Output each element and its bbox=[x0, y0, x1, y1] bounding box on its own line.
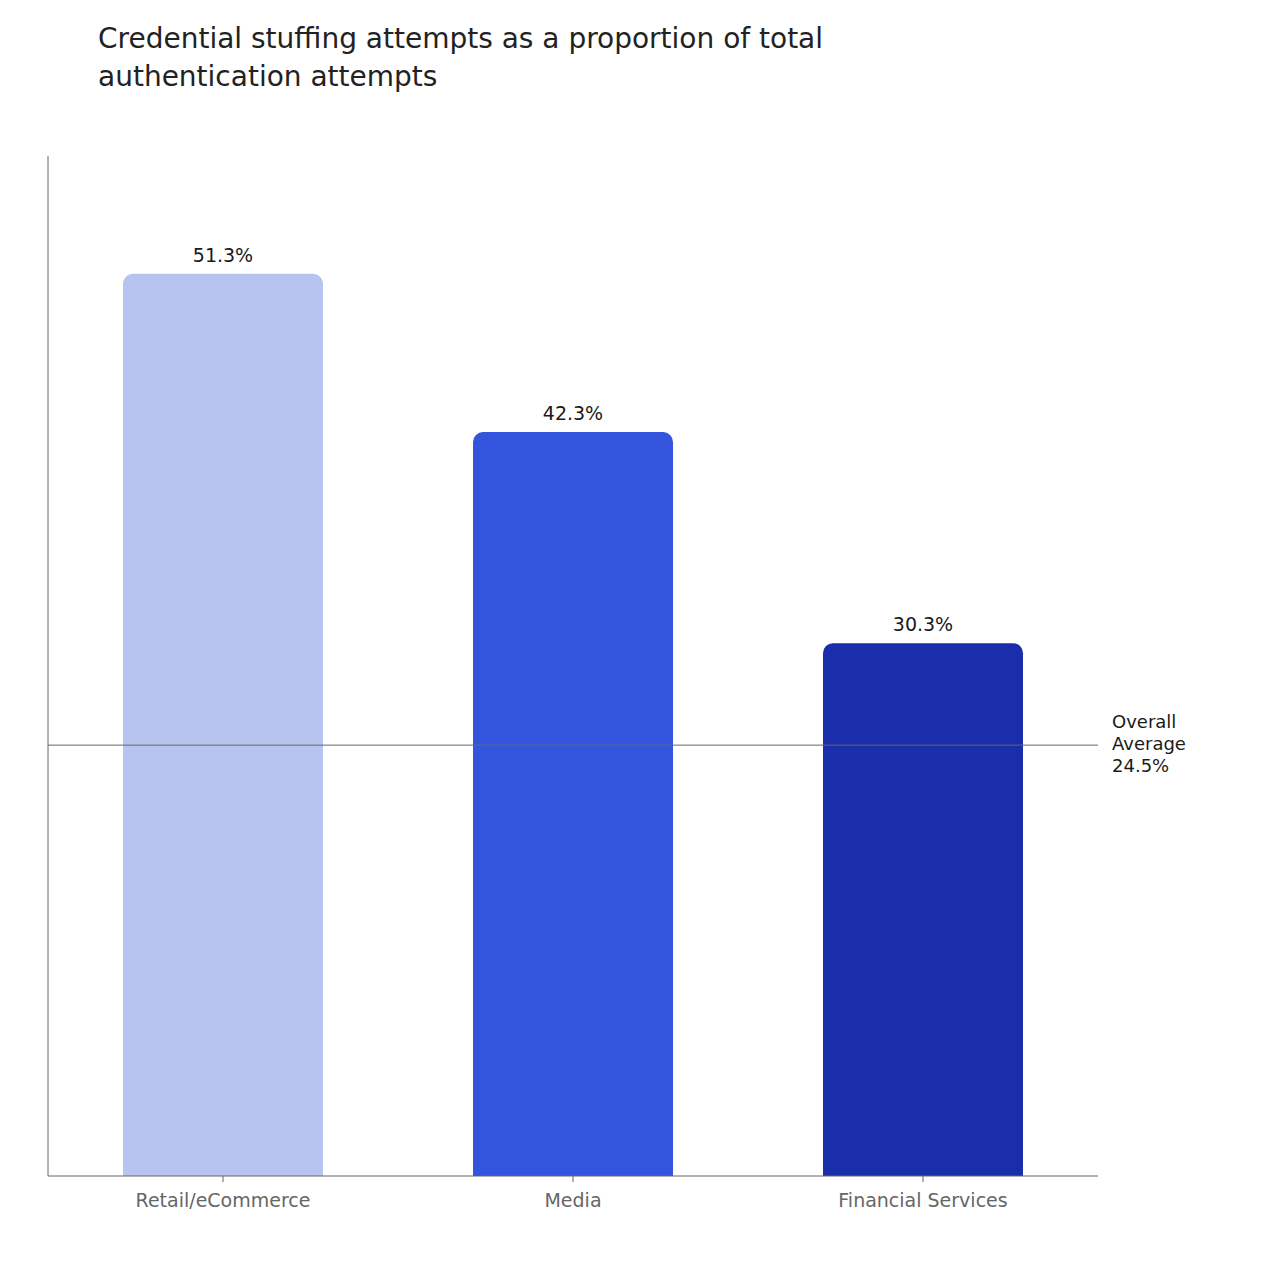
html-text:Credential stuffing attempts a: Credential stuffing attempts as a propor… bbox=[98, 22, 823, 55]
svg-text:51.3%: 51.3% bbox=[193, 244, 253, 266]
svg-text:42.3%: 42.3% bbox=[543, 402, 603, 424]
svg-text:Retail/eCommerce: Retail/eCommerce bbox=[136, 1189, 311, 1211]
svg-text:30.3%: 30.3% bbox=[893, 613, 953, 635]
html-text:authentication attempts: authentication attempts bbox=[98, 59, 438, 93]
svg-text:Financial Services: Financial Services bbox=[838, 1189, 1007, 1211]
svg-text:Media: Media bbox=[544, 1189, 601, 1211]
svg-text:OverallAverage24.5%: OverallAverage24.5% bbox=[1112, 711, 1186, 776]
